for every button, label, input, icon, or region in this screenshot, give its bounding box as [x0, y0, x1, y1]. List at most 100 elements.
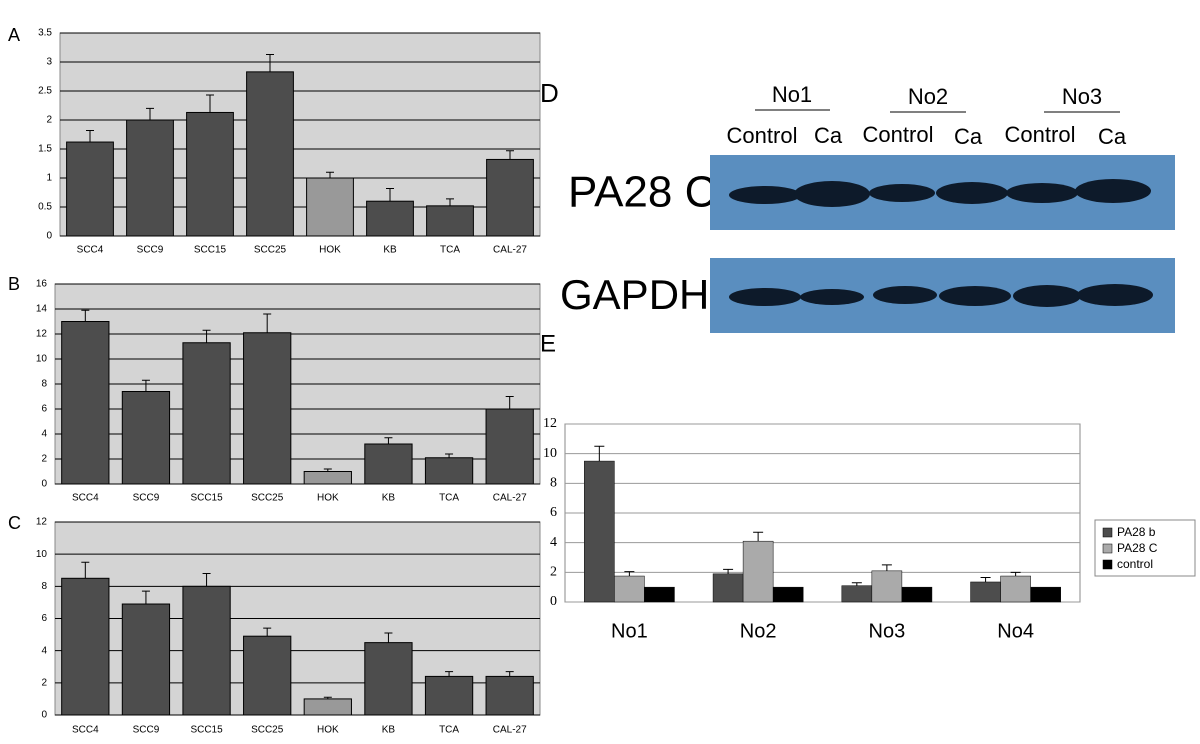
- error-bar: [980, 577, 991, 582]
- x-tick-label: SCC4: [72, 493, 99, 504]
- bar: [644, 586, 675, 603]
- x-tick-label: No3: [869, 620, 906, 642]
- x-tick-label: CAL-27: [493, 725, 527, 736]
- legend-swatch: [1102, 543, 1113, 554]
- error-bar: [323, 696, 332, 699]
- y-tick-label: 2: [41, 454, 47, 465]
- error-bar: [141, 379, 150, 392]
- bar: [246, 71, 294, 237]
- error-bar: [851, 582, 862, 586]
- error-bar: [266, 53, 274, 72]
- y-tick-label: 6: [41, 613, 47, 624]
- bar: [485, 675, 534, 716]
- bar: [182, 342, 231, 485]
- group-label: No1: [772, 82, 812, 107]
- bar: [61, 577, 110, 716]
- lane-label: Control: [863, 122, 934, 147]
- error-bar: [723, 568, 734, 574]
- bar: [364, 443, 413, 485]
- bar: [182, 585, 231, 716]
- error-bar: [384, 437, 393, 444]
- bar: [424, 457, 474, 485]
- error-bar: [384, 632, 393, 643]
- error-bar: [202, 572, 211, 587]
- bar: [712, 573, 744, 603]
- row-label: PA28 C: [568, 168, 716, 217]
- bar: [243, 635, 292, 716]
- row-label: GAPDH: [560, 271, 709, 318]
- error-bar: [505, 671, 514, 677]
- error-bar: [445, 671, 454, 677]
- error-bar: [386, 187, 394, 202]
- bar: [364, 642, 413, 716]
- y-tick-label: 0: [41, 479, 47, 490]
- bar: [1000, 575, 1031, 603]
- x-tick-label: KB: [382, 725, 396, 736]
- x-tick-label: SCC4: [72, 725, 99, 736]
- panel-label: D: [540, 78, 559, 108]
- error-bar: [263, 627, 272, 637]
- x-tick-label: HOK: [317, 725, 339, 736]
- error-bar: [445, 453, 454, 458]
- bar: [303, 471, 352, 485]
- error-bar: [1010, 571, 1021, 577]
- x-tick-label: SCC15: [194, 245, 227, 256]
- bar: [1030, 586, 1061, 603]
- y-tick-label: 1.5: [38, 144, 52, 155]
- x-tick-label: TCA: [440, 245, 460, 256]
- error-bar: [202, 329, 211, 343]
- bar: [243, 332, 292, 485]
- bar: [901, 586, 933, 603]
- error-bar: [753, 531, 764, 542]
- panel-label: C: [8, 513, 21, 533]
- bar: [485, 408, 534, 485]
- bar: [970, 581, 1001, 603]
- lane-label: Control: [1005, 122, 1076, 147]
- bar: [841, 585, 873, 603]
- error-bar: [263, 313, 272, 333]
- y-tick-label: 2: [550, 565, 557, 580]
- bands: [729, 179, 1153, 307]
- bar: [614, 575, 645, 603]
- y-tick-label: 14: [36, 304, 48, 315]
- error-bar: [81, 309, 90, 322]
- y-tick-label: 0.5: [38, 202, 52, 213]
- y-tick-label: 4: [41, 429, 47, 440]
- error-bar: [506, 150, 514, 160]
- bar: [61, 321, 110, 485]
- error-bar: [881, 564, 892, 571]
- legend-swatch: [1102, 559, 1113, 570]
- y-tick-label: 1: [46, 173, 52, 184]
- panel-label: B: [8, 274, 20, 294]
- y-tick-label: 4: [41, 645, 47, 656]
- y-tick-label: 4: [550, 535, 557, 550]
- y-tick-label: 0: [46, 231, 52, 242]
- error-bar: [594, 445, 605, 462]
- x-tick-label: SCC25: [251, 725, 284, 736]
- x-tick-label: SCC9: [133, 493, 160, 504]
- y-tick-label: 6: [550, 505, 557, 520]
- bar: [366, 200, 414, 237]
- x-tick-label: SCC9: [133, 725, 160, 736]
- lane-label: Ca: [1098, 124, 1127, 149]
- bar: [66, 141, 114, 237]
- y-tick-label: 6: [41, 404, 47, 415]
- panel-label: A: [8, 25, 20, 45]
- x-tick-label: HOK: [319, 245, 341, 256]
- y-tick-label: 0: [41, 710, 47, 721]
- legend-label: control: [1117, 557, 1153, 571]
- x-tick-label: SCC15: [190, 493, 223, 504]
- x-tick-label: KB: [382, 493, 396, 504]
- bar: [303, 698, 352, 716]
- y-tick-label: 2.5: [38, 86, 52, 97]
- legend-label: PA28 b: [1117, 525, 1156, 539]
- x-tick-label: SCC4: [77, 245, 104, 256]
- bar: [871, 570, 903, 603]
- x-tick-label: CAL-27: [493, 245, 527, 256]
- y-tick-label: 12: [36, 517, 48, 528]
- bar: [742, 540, 774, 603]
- lane-label: Control: [727, 123, 798, 148]
- x-tick-label: SCC15: [190, 725, 223, 736]
- y-tick-label: 12: [36, 329, 48, 340]
